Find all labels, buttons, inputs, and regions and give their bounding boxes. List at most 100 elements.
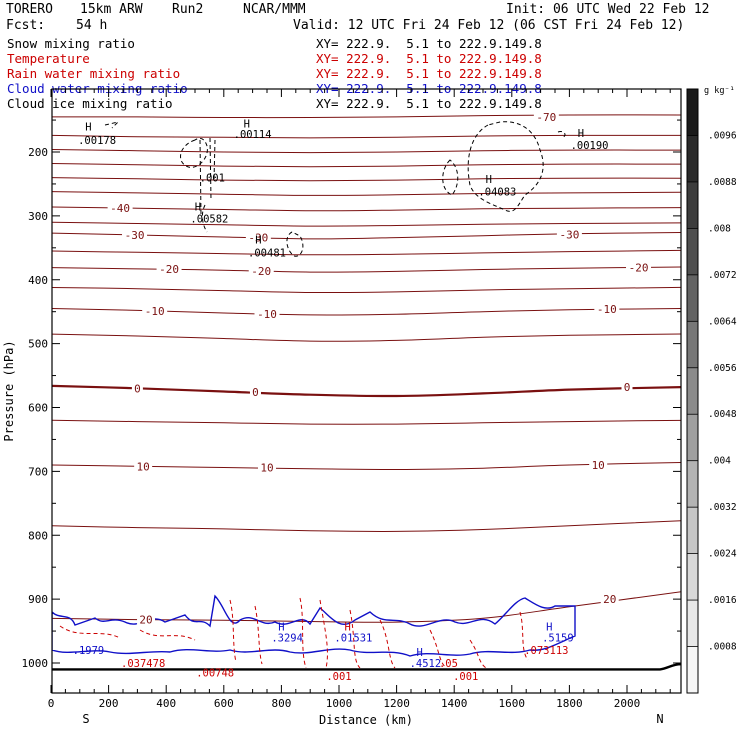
ground-line <box>52 662 681 671</box>
maximum-label: .001 <box>200 173 225 185</box>
isotherm-label: 10 <box>137 460 150 473</box>
legend-temperature-label: Temperature <box>7 51 90 66</box>
maximum-label: .04083 <box>478 187 516 199</box>
maximum-label: .037478 <box>121 658 165 670</box>
maximum-label: .00114 <box>234 129 272 141</box>
isotherm-label: 20 <box>139 614 152 627</box>
y-tick-label: 1000 <box>22 657 49 670</box>
isotherm-5 <box>52 419 681 425</box>
x-tick-label: 1600 <box>499 697 526 710</box>
isotherm-label: -20 <box>629 262 649 275</box>
y-tick-label: 400 <box>28 274 48 287</box>
maximum-label: H <box>578 128 584 140</box>
colorbar-swatch <box>687 507 698 554</box>
x-tick-label: 0 <box>48 697 55 710</box>
maximum-label: .4512 <box>410 658 442 670</box>
isotherm-label-bg <box>249 386 261 399</box>
isotherm-15 <box>52 520 681 532</box>
colorbar-frame <box>686 88 699 694</box>
isotherm-label-bg <box>131 382 143 395</box>
isotherm-label: -30 <box>559 228 579 241</box>
isotherm-label-bg <box>156 262 182 275</box>
isotherm-m60 <box>52 148 681 154</box>
colorbar-label: .0072 <box>708 270 737 281</box>
colorbar-label: .0032 <box>708 502 737 513</box>
maximum-label: H <box>244 118 250 130</box>
maximum-label: .05 <box>439 658 458 670</box>
isotherm-label: -10 <box>257 308 277 321</box>
maximum-label: .00178 <box>78 135 116 147</box>
grid-resolution: 15km ARW <box>80 2 143 17</box>
isotherm-m65 <box>52 134 681 139</box>
snow-contour-lower <box>201 204 208 233</box>
contour-labels: -70 -40 -30 -30 -30 -20 -20 -20 -10 -10 -10 0 0 0 10 10… <box>73 110 652 683</box>
isotherm-label-bg <box>594 303 620 316</box>
isotherm-label-bg <box>248 264 274 277</box>
colorbar-swatch <box>687 274 698 322</box>
maximum-label: H <box>546 622 552 634</box>
colorbar: .0096 .0088 .008 .0072 .0064 .0056 .0048 .004 .0… <box>686 86 737 694</box>
model-name: TORERO <box>6 2 53 17</box>
isotherm-label: -70 <box>536 111 556 124</box>
maximum-label: .001 <box>453 671 478 683</box>
maximum-label: H <box>255 235 261 247</box>
isotherm-m20 <box>52 266 681 273</box>
isotherm-label-bg <box>626 261 652 274</box>
x-tick-label: 1200 <box>383 697 410 710</box>
colorbar-label: .0096 <box>708 130 737 141</box>
isotherm-label: 10 <box>592 459 605 472</box>
colorbar-label: .004 <box>708 456 731 467</box>
isotherm-label-bg <box>533 110 559 123</box>
isotherm-label: -20 <box>159 263 179 276</box>
isotherm-label-bg <box>258 461 276 474</box>
isotherm-m5 <box>52 333 681 342</box>
isotherm-label: 0 <box>134 382 141 395</box>
isotherm-label: 10 <box>260 462 273 475</box>
maximum-label: H <box>85 121 91 133</box>
x-tick-label: 400 <box>156 697 176 710</box>
isotherm-label-bg <box>600 593 619 606</box>
x-tick-label: 600 <box>214 697 234 710</box>
colorbar-swatch <box>687 89 698 136</box>
colorbar-swatch <box>687 367 698 415</box>
colorbar-swatch <box>687 321 698 369</box>
colorbar-swatch <box>687 135 698 183</box>
rain-water-contour <box>59 597 529 669</box>
isotherm-label: -40 <box>110 202 130 215</box>
colorbar-label: .0056 <box>708 363 737 374</box>
maximum-label: .1979 <box>73 645 105 657</box>
y-tick-label: 800 <box>28 529 48 542</box>
y-tick-label: 300 <box>28 210 48 223</box>
isotherm-m15 <box>52 286 681 294</box>
isotherm-label: 0 <box>624 381 631 394</box>
moisture-contours <box>52 121 576 669</box>
y-axis-label: Pressure (hPa) <box>2 340 16 441</box>
isotherm-label-bg <box>107 202 133 215</box>
maximum-label: H <box>416 647 422 659</box>
ice-contour-tick <box>104 121 120 129</box>
cloud-water-contour <box>52 594 576 657</box>
y-tick-label: 500 <box>28 338 48 351</box>
x-tick-label: 2000 <box>614 697 641 710</box>
colorbar-swatch <box>687 553 698 601</box>
maximum-label: .5159 <box>542 632 574 644</box>
x-tick-label: 1000 <box>326 697 353 710</box>
maximum-label: H <box>278 622 284 634</box>
center-label: NCAR/MMM <box>243 2 306 17</box>
x-tick-label: 800 <box>271 697 291 710</box>
isotherm-label: 20 <box>603 593 616 606</box>
isotherm-0 <box>52 384 681 398</box>
isotherm-label-bg <box>137 613 156 626</box>
colorbar-swatch <box>687 460 698 508</box>
maximum-label: .3294 <box>271 632 303 644</box>
isotherm-m55 <box>52 163 681 168</box>
isotherm-label-bg <box>589 458 608 471</box>
temperature-contours <box>52 114 681 671</box>
isotherm-m50 <box>52 177 681 182</box>
x-end-label-north: N <box>656 712 663 726</box>
y-tick-label: 900 <box>28 593 48 606</box>
isotherm-label: -30 <box>125 229 145 242</box>
colorbar-swatch <box>687 414 698 461</box>
